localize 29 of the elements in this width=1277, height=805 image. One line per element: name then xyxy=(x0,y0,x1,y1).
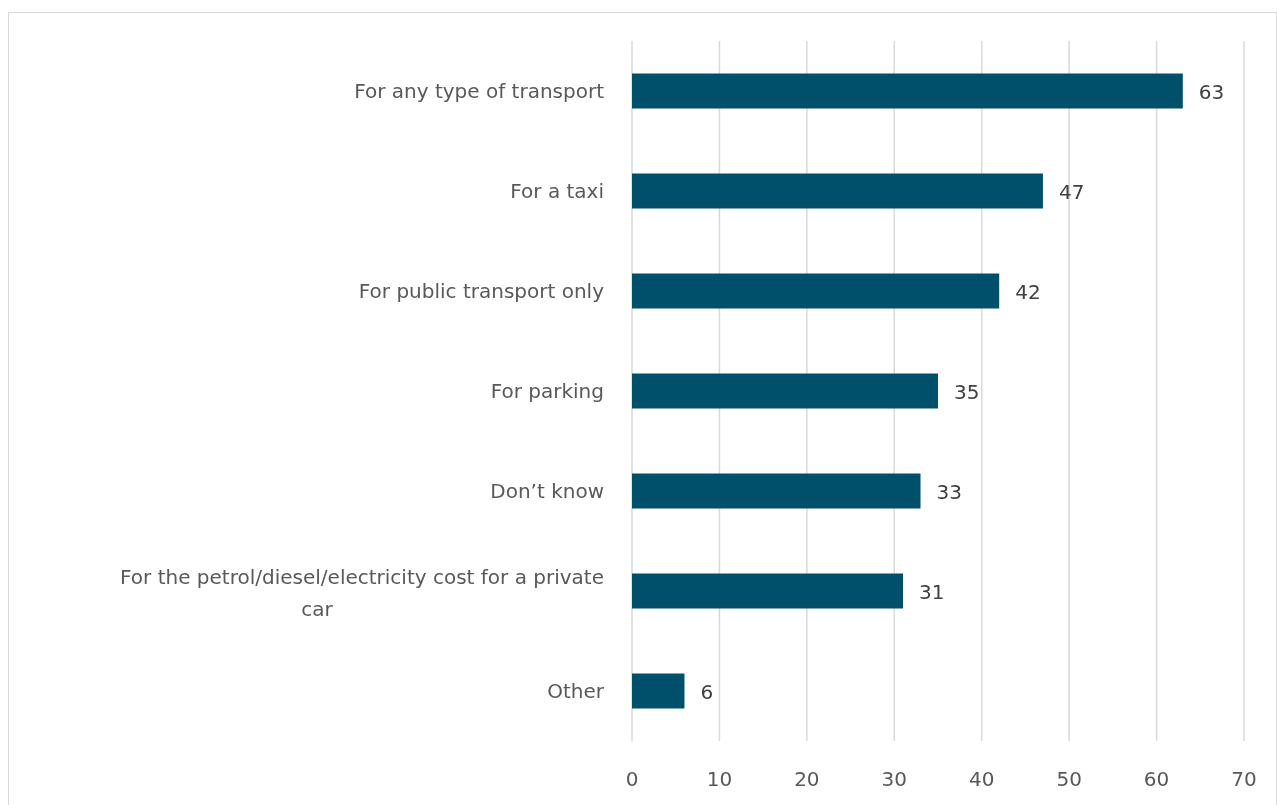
bar xyxy=(632,273,1000,309)
bar xyxy=(632,573,904,609)
data-label: 47 xyxy=(1058,180,1085,204)
data-label: 63 xyxy=(1198,80,1225,104)
x-tick-label: 40 xyxy=(968,767,995,791)
y-tick-label: For public transport only xyxy=(358,279,605,303)
x-tick-label: 30 xyxy=(881,767,908,791)
data-label: 6 xyxy=(700,680,714,704)
y-tick-label: Other xyxy=(547,679,605,703)
data-label: 35 xyxy=(954,380,980,404)
bar xyxy=(632,473,921,509)
y-tick-label: For a taxi xyxy=(510,179,604,203)
data-label: 42 xyxy=(1015,280,1041,304)
bar xyxy=(632,173,1043,209)
x-tick-label: 60 xyxy=(1143,767,1170,791)
y-tick-label: For any type of transport xyxy=(354,79,605,103)
data-label: 33 xyxy=(936,480,962,504)
x-tick-label: 50 xyxy=(1056,767,1082,791)
y-tick-label: For parking xyxy=(490,379,604,403)
x-tick-label: 20 xyxy=(794,767,820,791)
x-tick-label: 70 xyxy=(1231,767,1257,791)
y-tick-label: Don’t know xyxy=(490,479,604,503)
data-label: 31 xyxy=(919,580,945,604)
bar xyxy=(632,373,938,409)
x-tick-label: 10 xyxy=(706,767,733,791)
x-tick-label: 0 xyxy=(625,767,639,791)
bar xyxy=(632,673,685,709)
y-tick-label: For the petrol/diesel/electricity cost for a private car xyxy=(120,565,604,621)
bar xyxy=(632,73,1183,109)
